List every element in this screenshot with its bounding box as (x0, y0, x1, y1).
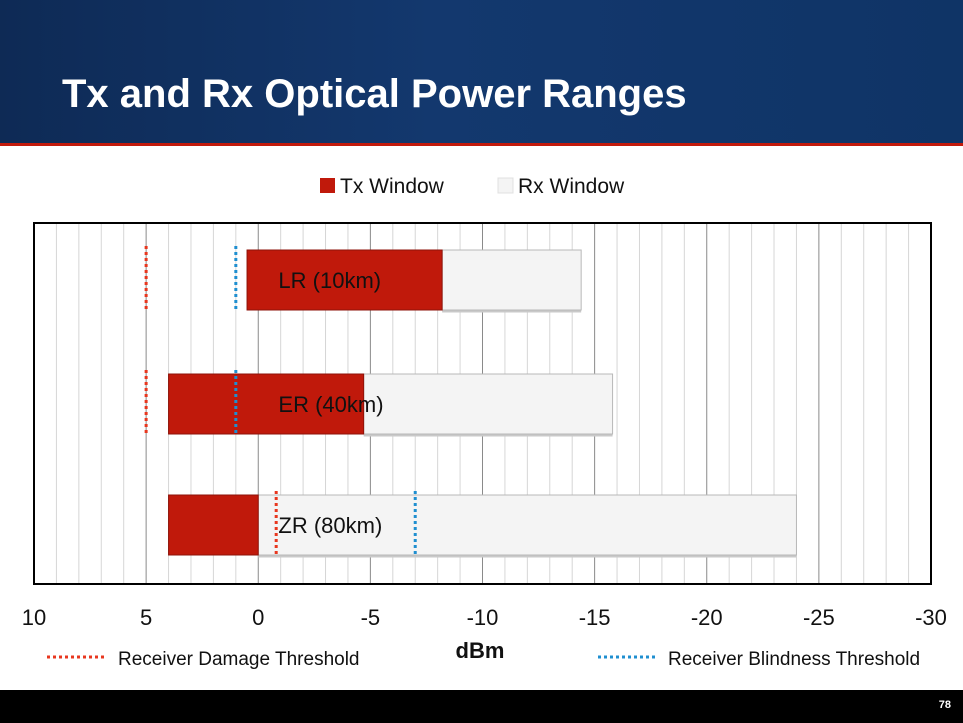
legend-swatch-tx-window (320, 178, 335, 193)
legend-label-tx-window: Tx Window (340, 175, 445, 198)
x-tick-label: -10 (467, 605, 499, 630)
bar-lr-10km-tx-window (246, 249, 443, 311)
bar-zr-80km-label: ZR (80km) (278, 513, 382, 538)
x-tick-label: 10 (22, 605, 46, 630)
bar-er-40km-rx-window (363, 373, 614, 435)
bar-zr-80km-rx-window (257, 494, 797, 556)
chart-legend: Tx Window Rx Window (320, 175, 625, 198)
bar-lr-10km-label: LR (10km) (278, 268, 381, 293)
bar-er-40km-tx-window (168, 373, 365, 435)
legend-label-blindness-threshold: Receiver Blindness Threshold (668, 649, 920, 670)
x-tick-label: 0 (252, 605, 264, 630)
legend-label-damage-threshold: Receiver Damage Threshold (118, 649, 360, 670)
plot-area: LR (10km) ER (40km) ZR (80km) (33, 222, 932, 585)
page-number: 78 (938, 699, 951, 711)
footer-bar: 78 (0, 690, 963, 723)
x-tick-label: -25 (803, 605, 835, 630)
bar-zr-80km-tx-window (168, 494, 259, 556)
bar-lr-10km-rx-window (441, 249, 582, 311)
x-tick-label: -5 (361, 605, 381, 630)
x-tick-label: -15 (579, 605, 611, 630)
legend-label-rx-window: Rx Window (518, 175, 625, 198)
x-tick-label: 5 (140, 605, 152, 630)
x-axis: 10 5 0 -5 -10 -15 -20 -25 -30 dBm (22, 605, 947, 663)
x-tick-label: -30 (915, 605, 947, 630)
x-axis-label: dBm (456, 638, 505, 663)
title-bar: Tx and Rx Optical Power Ranges (0, 0, 963, 146)
legend-swatch-rx-window (497, 177, 514, 194)
x-tick-label: -20 (691, 605, 723, 630)
slide-title: Tx and Rx Optical Power Ranges (62, 72, 687, 116)
threshold-legend: Receiver Damage Threshold Receiver Blindn… (47, 649, 920, 670)
power-range-chart: Tx Window Rx Window LR (10km) ER (40km) ZR … (22, 175, 947, 670)
bar-er-40km-label: ER (40km) (278, 392, 383, 417)
plot-frame (33, 222, 932, 585)
